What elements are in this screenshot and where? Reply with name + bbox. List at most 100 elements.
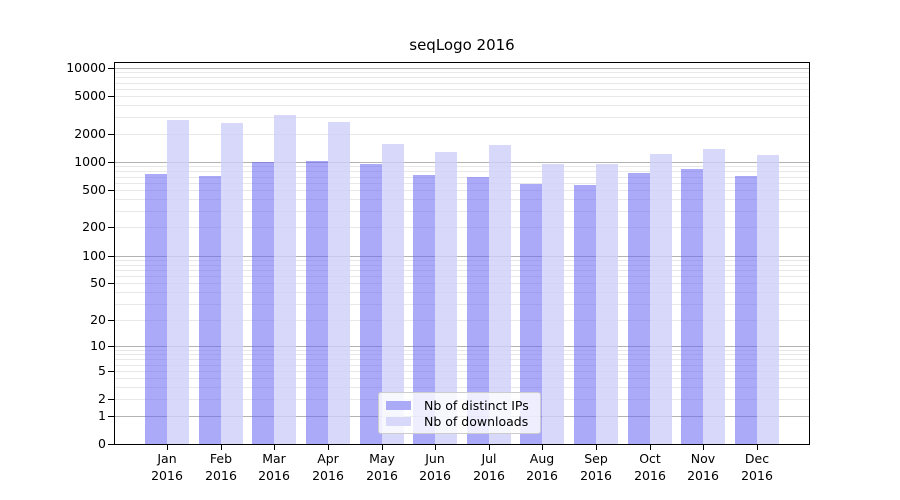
bar-ips-sep — [574, 185, 596, 444]
bar-downloads-dec — [757, 155, 779, 444]
minor-gridline — [115, 83, 809, 84]
x-tick-mark — [167, 445, 168, 450]
x-tick-label: Mar 2016 — [258, 451, 290, 483]
minor-gridline — [115, 211, 809, 212]
x-tick-label: Oct 2016 — [634, 451, 666, 483]
minor-gridline — [115, 227, 809, 228]
x-tick-mark — [382, 445, 383, 450]
x-tick-label: Aug 2016 — [526, 451, 558, 483]
y-tick-label: 2000 — [74, 126, 106, 141]
x-tick-label: Sep 2016 — [580, 451, 612, 483]
x-tick-mark — [703, 445, 704, 450]
legend-item-distinct-ips: Nb of distinct IPs — [386, 398, 532, 413]
y-tick-mark — [108, 399, 114, 400]
y-tick-mark — [108, 444, 114, 445]
x-tick-mark — [328, 445, 329, 450]
x-tick-mark — [596, 445, 597, 450]
major-gridline — [115, 346, 809, 347]
x-tick-mark — [221, 445, 222, 450]
bar-ips-oct — [628, 173, 650, 444]
bar-downloads-sep — [596, 164, 618, 444]
y-tick-mark — [108, 162, 114, 163]
bar-ips-nov — [681, 169, 703, 444]
x-tick-mark — [489, 445, 490, 450]
bar-downloads-apr — [328, 122, 350, 444]
legend: Nb of distinct IPs Nb of downloads — [378, 392, 541, 434]
bar-ips-apr — [306, 161, 328, 444]
y-tick-label: 5 — [98, 363, 106, 378]
minor-gridline — [115, 378, 809, 379]
minor-gridline — [115, 171, 809, 172]
x-tick-label: May 2016 — [366, 451, 398, 483]
bar-downloads-jul — [489, 145, 511, 444]
bar-downloads-mar — [274, 115, 296, 444]
x-tick-label: Jul 2016 — [473, 451, 505, 483]
y-tick-label: 1 — [98, 408, 106, 423]
y-tick-mark — [108, 96, 114, 97]
x-tick-mark — [757, 445, 758, 450]
x-tick-label: Jan 2016 — [151, 451, 183, 483]
bar-downloads-oct — [650, 154, 672, 444]
bar-downloads-feb — [221, 123, 243, 444]
y-tick-mark — [108, 346, 114, 347]
minor-gridline — [115, 371, 809, 372]
x-tick-label: Jun 2016 — [419, 451, 451, 483]
x-tick-mark — [435, 445, 436, 450]
minor-gridline — [115, 72, 809, 73]
x-tick-label: Dec 2016 — [741, 451, 773, 483]
y-tick-mark — [108, 320, 114, 321]
minor-gridline — [115, 265, 809, 266]
y-tick-label: 20 — [90, 312, 106, 327]
minor-gridline — [115, 365, 809, 366]
minor-gridline — [115, 260, 809, 261]
bar-downloads-may — [382, 144, 404, 444]
y-tick-label: 50 — [90, 275, 106, 290]
minor-gridline — [115, 270, 809, 271]
major-gridline — [115, 162, 809, 163]
y-tick-label: 100 — [82, 248, 106, 263]
y-tick-mark — [108, 371, 114, 372]
minor-gridline — [115, 387, 809, 388]
x-tick-mark — [650, 445, 651, 450]
minor-gridline — [115, 350, 809, 351]
y-tick-mark — [108, 283, 114, 284]
y-tick-mark — [108, 68, 114, 69]
minor-gridline — [115, 177, 809, 178]
minor-gridline — [115, 89, 809, 90]
bar-ips-feb — [199, 176, 221, 444]
bar-downloads-aug — [542, 164, 564, 444]
legend-item-downloads: Nb of downloads — [386, 414, 532, 429]
bar-ips-jan — [145, 174, 167, 444]
bar-ips-dec — [735, 176, 757, 444]
x-tick-label: Nov 2016 — [687, 451, 719, 483]
minor-gridline — [115, 105, 809, 106]
major-gridline — [115, 68, 809, 69]
plot-area — [114, 62, 810, 445]
minor-gridline — [115, 166, 809, 167]
minor-gridline — [115, 190, 809, 191]
y-tick-mark — [108, 134, 114, 135]
x-tick-label: Apr 2016 — [312, 451, 344, 483]
chart-title: seqLogo 2016 — [409, 36, 515, 54]
bar-ips-jun — [413, 175, 435, 444]
minor-gridline — [115, 320, 809, 321]
y-tick-mark — [108, 416, 114, 417]
y-tick-mark — [108, 190, 114, 191]
bar-ips-jul — [467, 177, 489, 444]
minor-gridline — [115, 276, 809, 277]
minor-gridline — [115, 183, 809, 184]
minor-gridline — [115, 354, 809, 355]
legend-label: Nb of downloads — [424, 413, 529, 429]
legend-swatch-icon — [386, 400, 411, 410]
y-tick-label: 1000 — [74, 154, 106, 169]
bar-ips-aug — [520, 184, 542, 444]
x-tick-mark — [274, 445, 275, 450]
bar-downloads-jan — [167, 120, 189, 444]
bar-downloads-jun — [435, 152, 457, 444]
minor-gridline — [115, 96, 809, 97]
legend-swatch-icon — [386, 416, 411, 426]
major-gridline — [115, 256, 809, 257]
y-tick-label: 2 — [98, 391, 106, 406]
x-tick-label: Feb 2016 — [205, 451, 237, 483]
